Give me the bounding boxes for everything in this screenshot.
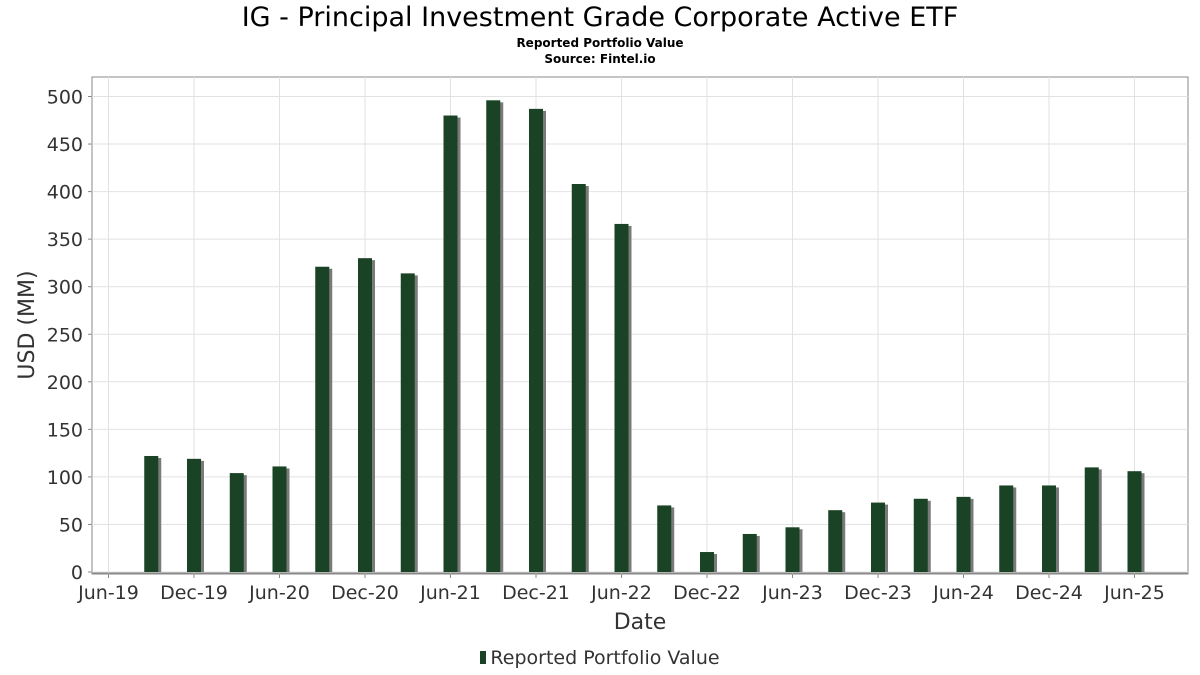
- y-tick-label: 300: [47, 277, 83, 299]
- bar: [1042, 485, 1056, 572]
- chart-title: IG - Principal Investment Grade Corporat…: [241, 2, 959, 33]
- chart-subtitle: Reported Portfolio Value: [516, 36, 684, 50]
- bar: [913, 498, 928, 572]
- x-axis-label: Date: [614, 610, 667, 635]
- y-tick-label: 200: [47, 372, 83, 394]
- x-tick-label: Dec-19: [160, 582, 228, 604]
- y-tick-label: 250: [47, 324, 83, 346]
- y-tick-label: 0: [71, 562, 83, 584]
- bar-layer: [144, 100, 1145, 573]
- y-tick-label: 500: [47, 87, 83, 109]
- x-tick-label: Jun-20: [248, 582, 310, 604]
- bar: [1127, 471, 1142, 572]
- bar: [828, 510, 843, 572]
- bar: [785, 527, 800, 572]
- bar: [700, 552, 714, 572]
- legend-swatch: [480, 651, 487, 664]
- y-tick-label: 50: [59, 514, 83, 536]
- chart-source: Source: Fintel.io: [544, 52, 656, 66]
- y-axis-label: USD (MM): [15, 270, 40, 379]
- y-axis: 0 50 100 150 200 250 300 350 400 450 500: [47, 87, 92, 584]
- x-tick-label: Jun-24: [932, 582, 994, 604]
- bar: [871, 502, 885, 572]
- x-tick-label: Jun-21: [419, 582, 481, 604]
- y-tick-label: 350: [47, 229, 83, 251]
- y-tick-label: 100: [47, 467, 83, 489]
- y-tick-label: 450: [47, 134, 83, 156]
- x-axis: Jun-19 Dec-19 Jun-20 Dec-20 Jun-21 Dec-21 Jun-…: [77, 572, 1188, 604]
- y-tick-label: 400: [47, 182, 83, 204]
- bar: [272, 466, 287, 572]
- bar: [443, 115, 458, 573]
- plot-area: [91, 76, 1189, 575]
- bar: [315, 266, 330, 572]
- bar: [1084, 467, 1099, 572]
- bar: [571, 183, 586, 572]
- x-tick-label: Dec-20: [331, 582, 399, 604]
- bar: [486, 100, 501, 572]
- bar: [999, 485, 1014, 572]
- bar: [144, 455, 159, 572]
- bar: [229, 473, 244, 572]
- bar: [358, 258, 372, 572]
- x-tick-label: Jun-22: [590, 582, 652, 604]
- legend-label: Reported Portfolio Value: [490, 647, 720, 669]
- bar: [956, 496, 971, 572]
- x-tick-label: Dec-22: [673, 582, 741, 604]
- x-tick-label: Dec-23: [844, 582, 912, 604]
- bar: [529, 108, 543, 572]
- y-tick-label: 150: [47, 419, 83, 441]
- bar: [614, 223, 629, 572]
- legend: Reported Portfolio Value: [0, 647, 1200, 669]
- x-tick-label: Dec-24: [1015, 582, 1083, 604]
- bar: [742, 533, 757, 572]
- x-tick-label: Jun-25: [1103, 582, 1165, 604]
- x-tick-label: Jun-19: [77, 582, 139, 604]
- x-tick-label: Jun-23: [761, 582, 823, 604]
- bar: [400, 273, 415, 572]
- bar: [657, 505, 672, 572]
- bar: [187, 458, 201, 572]
- x-tick-label: Dec-21: [502, 582, 570, 604]
